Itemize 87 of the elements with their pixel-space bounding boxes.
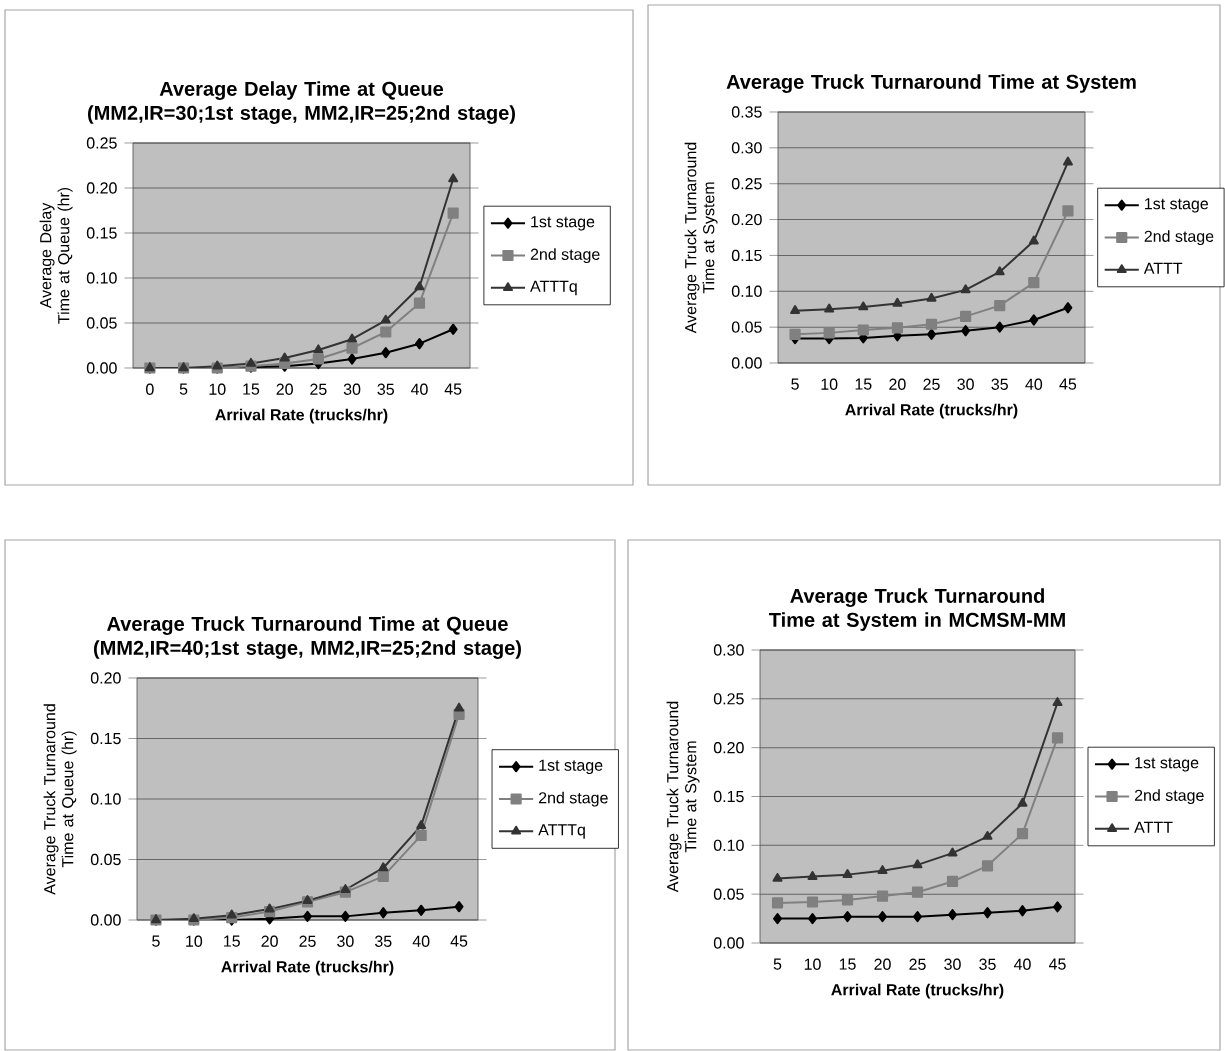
y-tick-label: 0.20: [90, 672, 121, 684]
chart-title: Average Truck Turnaround Time at System: [726, 74, 1136, 93]
x-tick-label: 30: [957, 378, 974, 390]
legend-label: 2nd stage: [1134, 789, 1204, 805]
y-tick-label: 0.05: [90, 853, 121, 866]
y-tick-label: 0.25: [731, 178, 762, 190]
y-tick-label: 0.15: [713, 790, 744, 803]
legend-label: 2nd stage: [1144, 230, 1214, 246]
y-tick-label: 0.25: [713, 693, 744, 705]
x-tick-label: 40: [412, 935, 430, 947]
x-tick-label: 15: [839, 958, 856, 970]
x-tick-label: 35: [377, 383, 394, 395]
x-tick-label: 40: [1025, 378, 1043, 390]
x-tick-label: 35: [374, 935, 392, 947]
x-tick-label: 15: [224, 935, 240, 947]
x-tick-label: 35: [979, 958, 996, 970]
y-tick-label: 0.05: [713, 888, 744, 900]
legend-label: 1st stage: [1145, 198, 1209, 213]
y-axis-title: Average Truck Turnaround Time at Queue (hr): [43, 704, 77, 895]
chart-title: Average Truck Turnaround Time at System in MCMSM-MM: [769, 588, 1065, 631]
y-tick-label: 0.00: [90, 914, 121, 926]
legend-label: ATTT: [1134, 821, 1173, 833]
x-tick-label: 20: [889, 378, 906, 390]
x-axis-title: Arrival Rate (trucks/hr): [831, 983, 1004, 999]
x-tick-label: 5: [773, 958, 782, 970]
legend-label: 1st stage: [539, 759, 603, 775]
y-tick-label: 0.15: [90, 732, 121, 745]
y-tick-label: 0.15: [731, 249, 762, 262]
x-axis-title: Arrival Rate (trucks/hr): [845, 403, 1018, 419]
x-tick-label: 35: [991, 378, 1008, 390]
y-tick-label: 0.00: [731, 357, 762, 369]
y-tick-label: 0.20: [86, 182, 117, 194]
x-tick-label: 25: [310, 383, 327, 395]
x-tick-label: 10: [186, 935, 203, 947]
x-tick-label: 20: [261, 935, 278, 947]
x-tick-label: 10: [209, 383, 226, 395]
y-tick-label: 0.25: [86, 137, 117, 149]
x-axis-title: Arrival Rate (trucks/hr): [215, 408, 388, 424]
y-axis-title: Average Delay Time at Queue (hr): [39, 187, 73, 324]
x-tick-label: 30: [944, 958, 961, 970]
y-tick-label: 0.35: [731, 106, 762, 118]
chart-title: Average Truck Turnaround Time at Queue (MM2,IR=40;1st stage, MM2,IR=25;2nd stage): [94, 616, 521, 659]
y-tick-label: 0.10: [90, 793, 121, 805]
y-tick-label: 0.30: [731, 142, 762, 154]
x-tick-label: 45: [1048, 958, 1066, 970]
legend-label: ATTTq: [530, 280, 577, 296]
y-tick-label: 0.20: [731, 213, 762, 226]
legend-label: 1st stage: [1135, 757, 1199, 772]
legend-label: 2nd stage: [530, 248, 600, 264]
x-tick-label: 25: [909, 958, 926, 970]
y-tick-label: 0.00: [86, 362, 117, 374]
x-tick-label: 25: [299, 935, 316, 947]
x-tick-label: 5: [791, 378, 799, 390]
y-tick-label: 0.30: [713, 644, 744, 656]
x-tick-label: 0: [146, 383, 154, 395]
legend-label: 2nd stage: [538, 791, 608, 807]
y-tick-label: 0.10: [713, 839, 744, 851]
x-tick-label: 20: [276, 383, 293, 395]
y-tick-label: 0.00: [713, 937, 744, 949]
y-tick-label: 0.20: [713, 742, 744, 754]
legend-label: ATTTq: [538, 824, 585, 839]
x-tick-label: 10: [821, 378, 838, 390]
x-tick-label: 40: [1013, 958, 1031, 970]
y-tick-label: 0.05: [731, 321, 762, 333]
x-tick-label: 30: [337, 935, 354, 947]
y-tick-label: 0.10: [86, 272, 117, 284]
x-tick-label: 20: [874, 958, 891, 970]
x-tick-label: 45: [1059, 378, 1077, 390]
x-tick-label: 40: [410, 383, 428, 395]
y-tick-label: 0.10: [731, 285, 762, 297]
x-tick-label: 15: [243, 383, 260, 395]
y-tick-label: 0.05: [86, 317, 117, 329]
x-tick-label: 15: [855, 378, 872, 390]
x-tick-label: 5: [179, 383, 188, 395]
legend-label: ATTT: [1143, 262, 1183, 274]
legend-label: 1st stage: [531, 216, 595, 231]
x-tick-label: 10: [804, 958, 821, 970]
y-axis-title: Average Truck Turnaround Time at System: [666, 701, 700, 893]
x-tick-label: 45: [444, 383, 462, 395]
chart-title: Average Delay Time at Queue (MM2,IR=30;1st stage, MM2,IR=25;2nd stage): [88, 81, 515, 124]
x-tick-label: 30: [343, 383, 361, 395]
x-axis-title: Arrival Rate (trucks/hr): [221, 960, 394, 976]
x-tick-label: 25: [923, 378, 940, 390]
y-tick-label: 0.15: [86, 227, 117, 239]
x-tick-label: 45: [450, 935, 468, 947]
x-tick-label: 5: [152, 935, 160, 947]
y-axis-title: Average Truck Turnaround Time at System: [684, 142, 718, 334]
